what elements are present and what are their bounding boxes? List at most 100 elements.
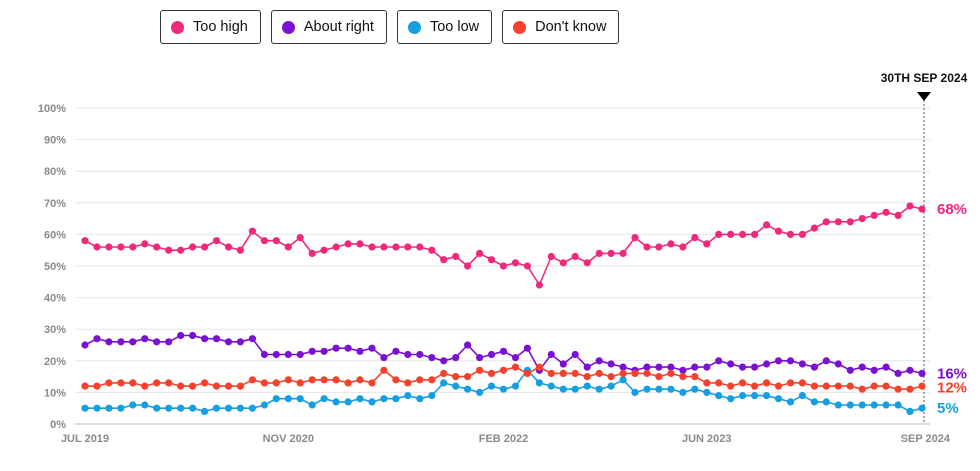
legend-too-high[interactable]: Too high [160, 10, 261, 44]
date-marker: 30TH SEP 2024 [881, 71, 968, 424]
data-point [511, 363, 520, 371]
data-point [392, 243, 400, 251]
data-point [571, 369, 579, 377]
y-tick-label: 20% [44, 356, 66, 368]
data-point [739, 392, 747, 400]
data-point [189, 382, 197, 390]
data-point [810, 224, 819, 232]
data-point [918, 382, 926, 390]
data-point [870, 211, 878, 219]
data-point [655, 385, 663, 393]
data-point [260, 350, 268, 359]
data-point [679, 366, 687, 374]
data-point [284, 395, 292, 403]
data-point [583, 259, 591, 267]
data-point [607, 360, 615, 368]
data-point [392, 376, 400, 384]
data-point [452, 382, 460, 390]
data-point [643, 243, 651, 251]
data-point [428, 246, 436, 254]
data-point [141, 240, 149, 248]
data-point [212, 335, 221, 343]
y-tick-label: 60% [44, 229, 66, 241]
data-point [798, 230, 807, 238]
data-point [715, 392, 723, 400]
data-point [774, 382, 783, 390]
data-point [356, 347, 364, 355]
legend-about-right[interactable]: About right [270, 10, 387, 44]
about-right-dot-icon [281, 20, 295, 34]
data-point [595, 385, 603, 393]
data-point [308, 347, 316, 355]
data-point [392, 395, 400, 403]
data-point [416, 395, 424, 403]
data-point [727, 382, 735, 390]
data-point [751, 363, 759, 371]
data-point [320, 395, 328, 403]
data-point [858, 215, 866, 223]
x-axis-ticks: JUL 2019 NOV 2020 FEB 2022 JUN 2023 SEP 2024 [61, 433, 951, 445]
data-point [117, 338, 125, 346]
data-point [476, 366, 484, 374]
data-point [882, 382, 890, 390]
data-point [476, 388, 484, 396]
y-tick-label: 100% [38, 103, 66, 115]
data-point [691, 385, 699, 393]
data-point [404, 243, 412, 251]
data-point [786, 379, 795, 387]
data-point [416, 350, 424, 359]
data-point [284, 376, 292, 384]
data-point [595, 357, 603, 365]
end-label: 12% [937, 379, 967, 396]
data-point [380, 366, 388, 374]
data-point [212, 404, 221, 412]
data-point [487, 350, 496, 359]
data-point [212, 382, 221, 390]
legend-too-low[interactable]: Too low [396, 10, 493, 44]
data-point [428, 376, 436, 384]
marker-arrow-icon [917, 92, 931, 101]
data-point [751, 382, 759, 390]
legend-label: Too high [193, 19, 248, 35]
data-point [535, 281, 544, 289]
data-point [272, 350, 280, 359]
data-point [763, 392, 771, 400]
data-point [308, 401, 316, 409]
data-point [607, 249, 615, 257]
data-point [691, 234, 699, 242]
data-point [236, 246, 244, 254]
data-point [858, 401, 866, 409]
data-point [810, 398, 819, 406]
y-tick-label: 70% [44, 198, 66, 210]
data-point [248, 335, 256, 343]
legend-dont-know[interactable]: Don't know [502, 10, 620, 44]
data-point [918, 205, 926, 213]
y-tick-label: 0% [50, 419, 66, 431]
data-point [93, 335, 101, 343]
data-point [846, 366, 854, 374]
data-point [894, 369, 902, 377]
data-point [511, 382, 520, 390]
data-point [296, 234, 304, 242]
data-point [679, 388, 687, 396]
data-point [81, 237, 89, 245]
data-point [356, 240, 364, 248]
y-axis-ticks: 0% 10% 20% 30% 40% 50% 60% 70% 80% 90% 100% [38, 103, 66, 431]
data-point [619, 376, 627, 384]
data-point [906, 385, 914, 393]
data-point [428, 354, 436, 362]
data-point [224, 382, 233, 390]
data-point [428, 392, 436, 400]
data-point [440, 256, 448, 264]
legend-label: About right [303, 19, 374, 35]
data-point [631, 388, 639, 396]
data-point [619, 249, 627, 257]
data-point [320, 246, 328, 254]
data-point [918, 404, 926, 412]
data-point [380, 354, 388, 362]
data-point [703, 363, 711, 371]
series-too-high [81, 202, 926, 289]
data-point [691, 373, 699, 381]
data-point [308, 376, 316, 384]
data-point [177, 404, 185, 412]
